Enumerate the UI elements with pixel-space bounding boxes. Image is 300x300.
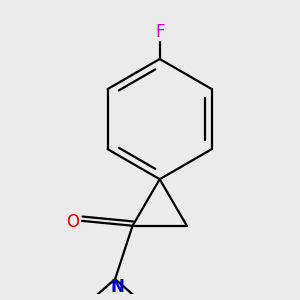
Text: N: N <box>110 278 124 296</box>
Text: O: O <box>66 213 79 231</box>
Text: F: F <box>155 23 164 41</box>
